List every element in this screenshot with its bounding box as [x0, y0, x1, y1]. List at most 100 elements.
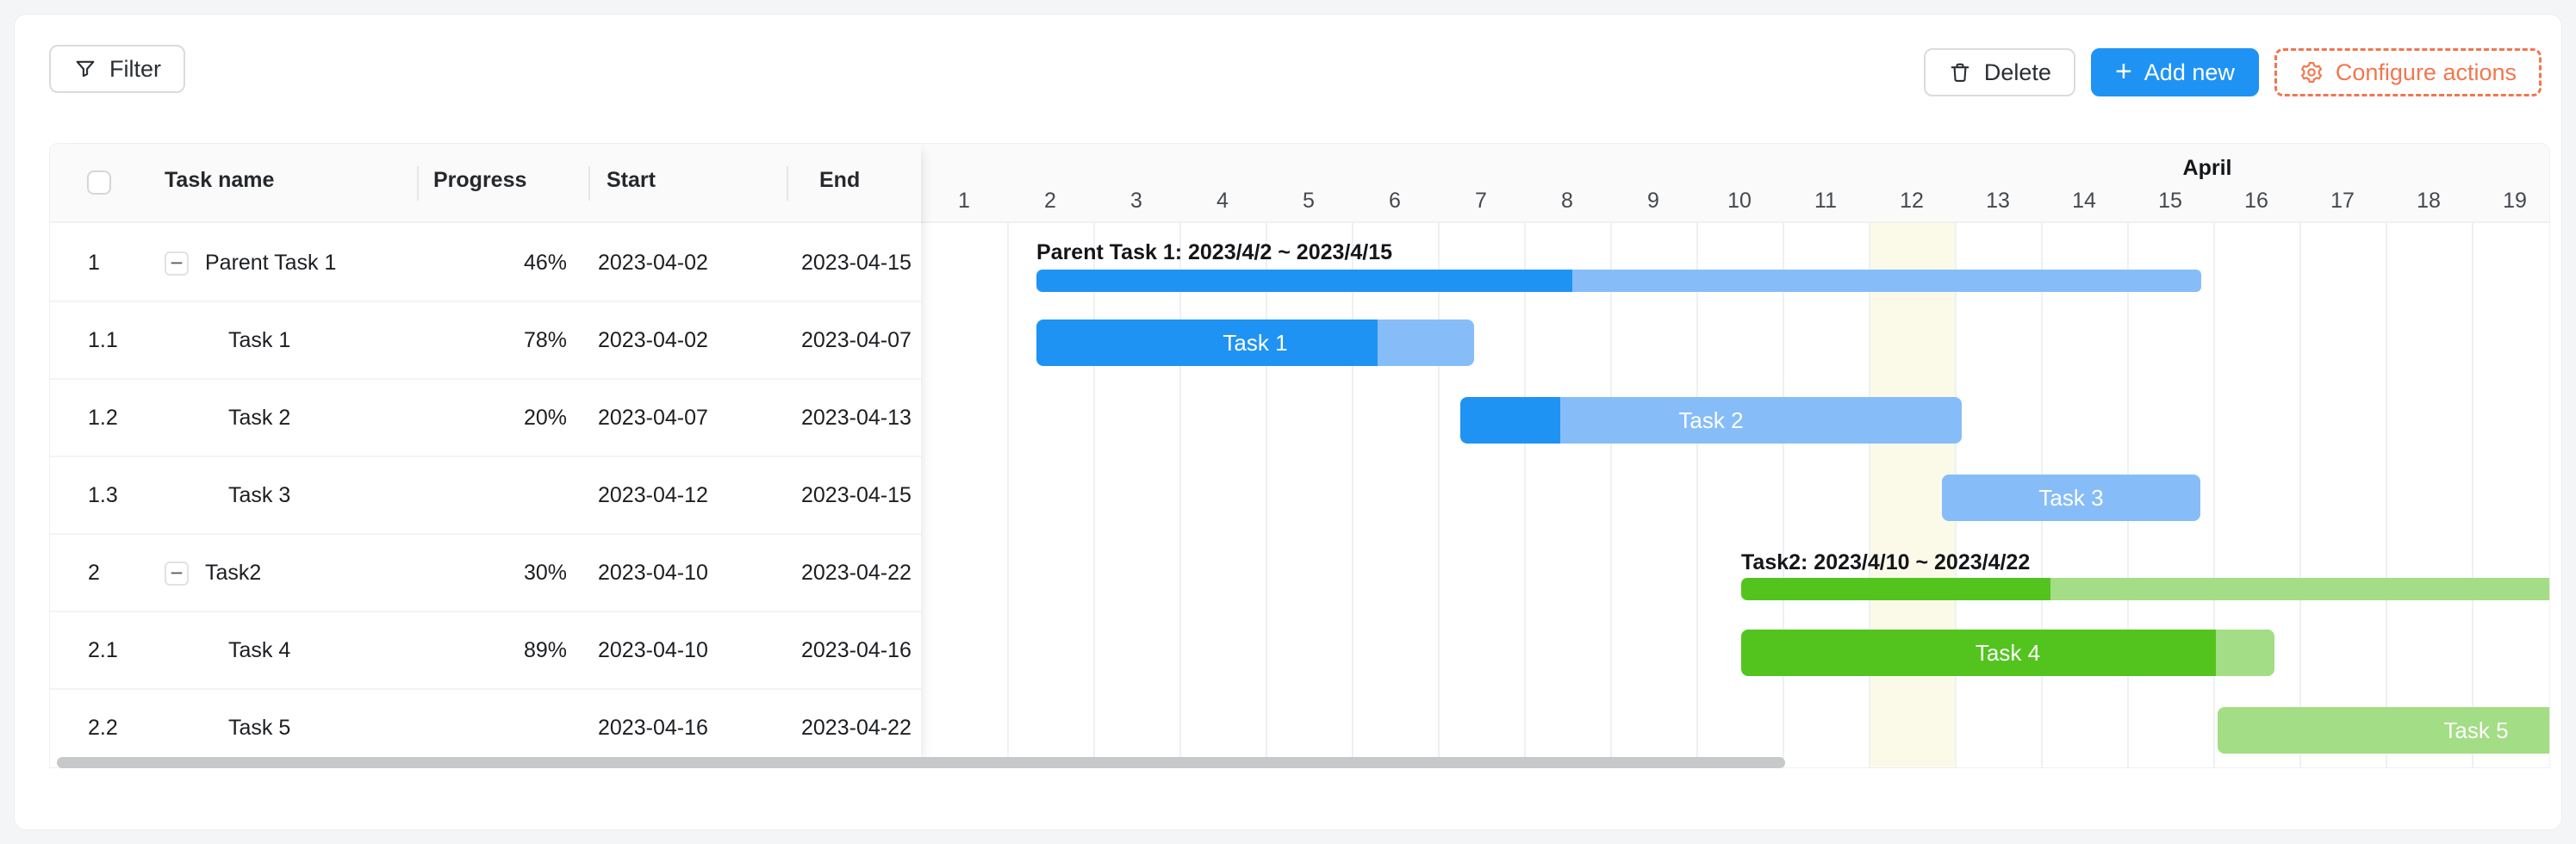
day-label: 13 [1986, 189, 2010, 213]
table-row[interactable]: 1.1 Task 1 78% 2023-04-02 2023-04-07 [50, 302, 921, 380]
table-row[interactable]: 2 − Task2 30% 2023-04-10 2023-04-22 [50, 535, 921, 612]
day-label: 3 [1130, 189, 1142, 213]
row-number: 1.2 [88, 406, 118, 430]
bar-label: Task 5 [2443, 717, 2509, 743]
parent-task-bar[interactable] [1036, 270, 2201, 292]
day-gridline [1696, 223, 1698, 767]
end-date-cell: 2023-04-22 [801, 561, 912, 585]
progress-cell: 78% [523, 328, 567, 352]
start-date-cell: 2023-04-12 [598, 483, 708, 507]
start-date-cell: 2023-04-02 [598, 251, 708, 275]
filter-button[interactable]: Filter [49, 45, 185, 93]
day-gridline [1524, 223, 1526, 767]
day-label: 15 [2158, 189, 2182, 213]
collapse-button[interactable]: − [165, 562, 189, 586]
row-number: 1.3 [88, 483, 118, 507]
task-name-cell: Task 3 [228, 483, 291, 507]
day-label: 9 [1647, 189, 1659, 213]
progress-cell [395, 457, 567, 533]
task-name-cell: Task 1 [228, 328, 291, 352]
column-header-task-name: Task name [165, 168, 275, 192]
end-date-cell: 2023-04-07 [801, 328, 912, 352]
progress-fill [1036, 320, 1378, 366]
collapse-button[interactable]: − [165, 251, 189, 276]
column-header-progress: Progress [433, 168, 527, 192]
task-bar[interactable]: Task 3 [1942, 475, 2200, 521]
day-gridline [2213, 223, 2215, 767]
timeline-header: April 1 2 3 4 5 6 7 8 9 10 11 12 13 14 15 16 17 18 19 [921, 144, 2549, 223]
day-label: 2 [1044, 189, 1056, 213]
task-name-cell: Task 5 [228, 716, 291, 740]
day-gridline [1093, 223, 1095, 767]
progress-fill [1741, 630, 2216, 676]
table-row[interactable]: 1.2 Task 2 20% 2023-04-07 2023-04-13 [50, 380, 921, 457]
day-gridline [2386, 223, 2387, 767]
task-table: Task name Progress Start End 1− Parent Ta… [50, 144, 921, 767]
row-number: 2 [88, 561, 100, 585]
day-label: 8 [1561, 189, 1573, 213]
progress-fill [1036, 270, 1572, 292]
day-gridline [1007, 223, 1009, 767]
table-row[interactable]: 1.3 Task 3 2023-04-12 2023-04-15 [50, 457, 921, 535]
table-header: Task name Progress Start End [50, 144, 921, 223]
configure-actions-label: Configure actions [2335, 59, 2517, 85]
day-gridline [1610, 223, 1612, 767]
task-name-cell: Task2 [205, 561, 262, 585]
start-date-cell: 2023-04-10 [598, 638, 708, 662]
day-label: 11 [1814, 189, 1837, 213]
row-number: 2.1 [88, 638, 118, 662]
end-date-cell: 2023-04-22 [801, 716, 912, 740]
today-highlight-column [1869, 223, 1955, 767]
progress-cell [395, 690, 567, 766]
day-gridline [1783, 223, 1784, 767]
row-number: 2.2 [88, 716, 118, 740]
parent-bar-caption: Parent Task 1: 2023/4/2 ~ 2023/4/15 [1036, 240, 1393, 264]
row-number: 1.1 [88, 328, 118, 352]
end-date-cell: 2023-04-16 [801, 638, 912, 662]
row-number: 1 [88, 251, 100, 275]
day-gridline [1266, 223, 1267, 767]
day-label: 17 [2330, 189, 2355, 213]
day-label: 7 [1475, 189, 1487, 213]
day-gridline [2472, 223, 2473, 767]
horizontal-scrollbar-thumb[interactable] [57, 757, 1785, 768]
start-date-cell: 2023-04-16 [598, 716, 708, 740]
column-divider [588, 166, 590, 201]
day-label: 12 [1900, 189, 1924, 213]
day-gridline [1438, 223, 1440, 767]
task-bar[interactable]: Task 1 [1036, 320, 1474, 366]
bar-label: Task 2 [1678, 406, 1744, 433]
start-date-cell: 2023-04-02 [598, 328, 708, 352]
parent-bar-caption: Task2: 2023/4/10 ~ 2023/4/22 [1741, 550, 2031, 574]
progress-fill [1460, 397, 1560, 444]
table-row[interactable]: 2.2 Task 5 2023-04-16 2023-04-22 [50, 690, 921, 767]
task-bar[interactable]: Task 4 [1741, 630, 2274, 676]
configure-actions-button[interactable]: Configure actions [2274, 48, 2542, 96]
column-divider [787, 166, 788, 201]
column-header-start: Start [607, 168, 656, 192]
end-date-cell: 2023-04-13 [801, 406, 912, 430]
day-label: 19 [2503, 189, 2527, 213]
progress-cell: 30% [523, 561, 567, 585]
select-all-checkbox[interactable] [87, 171, 111, 195]
gantt-chart: April 1 2 3 4 5 6 7 8 9 10 11 12 13 14 15 16 17 18 19 Task… [921, 144, 2549, 767]
table-row[interactable]: 2.1 Task 4 89% 2023-04-10 2023-04-16 [50, 612, 921, 690]
day-gridline [2299, 223, 2301, 767]
day-label: 10 [1727, 189, 1752, 213]
parent-task-bar[interactable] [1741, 578, 2549, 600]
add-new-button-label: Add new [2144, 59, 2235, 85]
start-date-cell: 2023-04-07 [598, 406, 708, 430]
task-bar[interactable]: Task 2 [1460, 397, 1962, 444]
bar-label: Task 1 [1223, 329, 1288, 356]
table-row[interactable]: 1 − Parent Task 1 46% 2023-04-02 2023-04-15 [50, 225, 921, 302]
day-label: 16 [2244, 189, 2268, 213]
month-label: April [2182, 156, 2232, 180]
task-name-cell: Task 2 [228, 406, 291, 430]
task-bar[interactable]: Task 5 [2218, 707, 2549, 754]
day-label: 5 [1303, 189, 1315, 213]
delete-button[interactable]: Delete [1923, 48, 2075, 96]
end-date-cell: 2023-04-15 [801, 251, 912, 275]
day-gridline [1869, 223, 1870, 767]
add-new-button[interactable]: + Add new [2090, 48, 2259, 96]
